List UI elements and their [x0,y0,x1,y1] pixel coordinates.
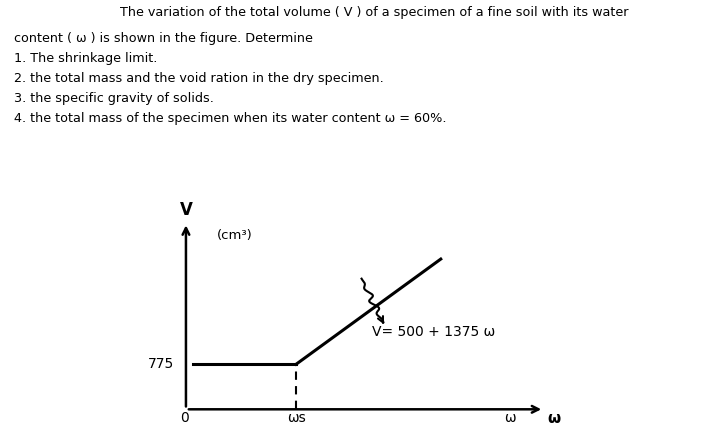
Text: 2. the total mass and the void ration in the dry specimen.: 2. the total mass and the void ration in… [14,72,384,85]
Text: V= 500 + 1375 ω: V= 500 + 1375 ω [372,325,495,339]
Text: ωs: ωs [287,411,305,425]
Text: 775: 775 [148,357,174,371]
Text: content ( ω ) is shown in the figure. Determine: content ( ω ) is shown in the figure. De… [14,32,313,45]
Text: ω: ω [548,411,561,426]
Text: 3. the specific gravity of solids.: 3. the specific gravity of solids. [14,92,215,105]
Text: V: V [179,201,192,219]
Text: 1. The shrinkage limit.: 1. The shrinkage limit. [14,52,158,65]
Text: (cm³): (cm³) [217,229,253,242]
Text: 0: 0 [180,411,189,425]
Text: The variation of the total volume ( V ) of a specimen of a fine soil with its wa: The variation of the total volume ( V ) … [120,6,629,20]
Text: ω: ω [504,411,516,425]
Text: 4. the total mass of the specimen when its water content ω = 60%.: 4. the total mass of the specimen when i… [14,112,447,125]
